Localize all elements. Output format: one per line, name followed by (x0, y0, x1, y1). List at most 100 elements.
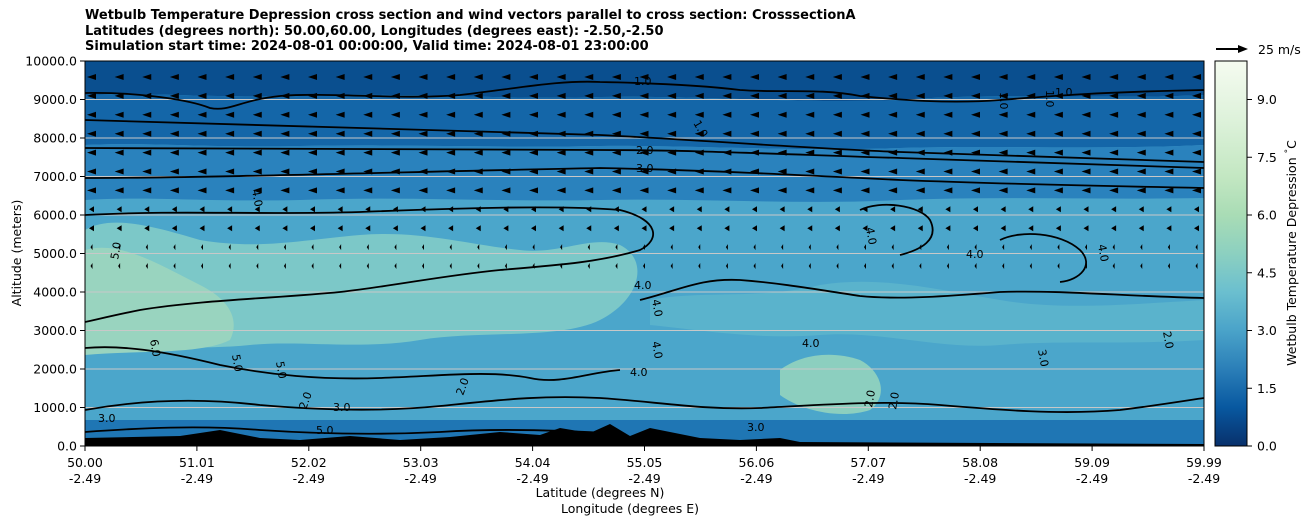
wind-arrow (501, 92, 511, 99)
x-axis-title-line-2: Longitude (degrees E) (561, 501, 699, 516)
wind-arrow (1192, 92, 1201, 99)
contour-label: 4.0 (249, 188, 265, 207)
wind-arrow (529, 111, 538, 118)
wind-arrow (1164, 92, 1174, 99)
y-tick-label: 10000.0 (25, 54, 77, 69)
wind-arrow (915, 111, 925, 118)
wind-arrow (832, 74, 842, 80)
wind-arrow (943, 187, 953, 194)
wind-arrow (1109, 130, 1119, 137)
wind-arrow (669, 206, 675, 213)
contour-label: 5.0 (229, 353, 245, 372)
wind-arrow (807, 225, 813, 232)
wind-arrow (777, 92, 787, 99)
wind-arrow (832, 149, 842, 156)
wind-arrow (643, 244, 645, 251)
y-tick-label: 0.0 (57, 439, 77, 454)
wind-arrow (87, 92, 96, 99)
wind-arrow (529, 187, 538, 194)
wind-arrow (779, 206, 785, 213)
wind-arrow (724, 206, 730, 213)
wind-arrow (169, 111, 179, 118)
wind-arrow (888, 187, 898, 194)
wind-arrow (422, 244, 424, 251)
wind-arrow (1081, 111, 1091, 118)
contour-label: 4.0 (802, 337, 820, 350)
wind-arrow (1195, 244, 1198, 251)
y-tick-label: 9000.0 (33, 92, 77, 107)
wind-arrow (225, 92, 235, 99)
wind-arrow (363, 74, 373, 80)
wind-arrow (1053, 187, 1063, 194)
wind-arrow (971, 111, 980, 118)
wind-arrow (945, 206, 951, 213)
wind-arrow (473, 92, 483, 99)
contour-label: 1.0 (634, 75, 652, 88)
contour-label: 2.0 (886, 391, 902, 410)
contour-label: 3.0 (98, 412, 116, 425)
wind-arrow (1109, 111, 1119, 118)
wind-arrow (611, 149, 621, 156)
wind-arrow (254, 206, 260, 213)
wind-arrow (252, 92, 262, 99)
wind-arrow (390, 130, 400, 137)
wind-arrow (722, 92, 732, 99)
contour-2.0-low (85, 426, 621, 435)
wind-arrow (144, 225, 150, 232)
wind-arrow (310, 206, 315, 213)
wind-arrow (1026, 74, 1036, 80)
wind-arrow (1081, 130, 1091, 137)
wind-arrow (694, 111, 704, 118)
wind-arrow (145, 244, 148, 251)
contour-label: 4.0 (966, 248, 984, 261)
wind-arrow (473, 187, 483, 194)
wind-arrow (390, 74, 400, 80)
wind-arrow (750, 149, 759, 156)
wind-arrow (114, 74, 124, 80)
contour-4.0-c (859, 203, 934, 256)
wind-arrow (890, 225, 896, 232)
wind-arrow (777, 187, 787, 194)
wind-arrow (308, 187, 317, 194)
wind-arrow (560, 263, 563, 269)
wind-arrow (639, 149, 649, 156)
wind-arrow (87, 130, 96, 137)
wind-arrow (777, 168, 787, 175)
contour-label: 4.0 (630, 366, 648, 379)
wind-arrow (1026, 130, 1036, 137)
wind-arrow (725, 263, 728, 269)
x-tick-label-lon: -2.49 (964, 471, 996, 486)
wind-arrow (1026, 111, 1036, 118)
wind-arrow (860, 187, 870, 194)
wind-arrow (750, 168, 759, 175)
wind-arrow (504, 263, 507, 269)
y-tick-label: 1000.0 (33, 400, 77, 415)
x-tick-label-lat: 55.05 (627, 455, 663, 470)
wind-arrow (1002, 263, 1005, 269)
wind-arrow (641, 206, 647, 213)
wind-arrow (446, 168, 456, 175)
contour-label: 1.0 (997, 92, 1010, 110)
wind-arrow (750, 74, 759, 80)
wind-vectors (87, 74, 1201, 269)
wind-arrow (169, 187, 179, 194)
colorbar-tick-label: 9.0 (1257, 92, 1277, 107)
wind-arrow (998, 130, 1008, 137)
wind-arrow (1166, 206, 1172, 213)
wind-arrow (558, 225, 564, 232)
title-line-2: Latitudes (degrees north): 50.00,60.00, … (85, 23, 664, 39)
x-tick-label-lon: -2.49 (740, 471, 772, 486)
wind-arrow (888, 168, 898, 175)
wind-arrow (1002, 244, 1005, 251)
wind-arrow (971, 92, 980, 99)
wind-arrow (556, 130, 566, 137)
wind-arrow (587, 263, 590, 269)
wind-arrow (1081, 149, 1091, 156)
wind-arrow (449, 263, 452, 269)
wind-arrow (667, 187, 677, 194)
wind-arrow (753, 244, 756, 251)
wind-arrow (142, 149, 152, 156)
wind-arrow (888, 149, 898, 156)
wind-arrow (473, 149, 483, 156)
wind-arrow (971, 187, 980, 194)
